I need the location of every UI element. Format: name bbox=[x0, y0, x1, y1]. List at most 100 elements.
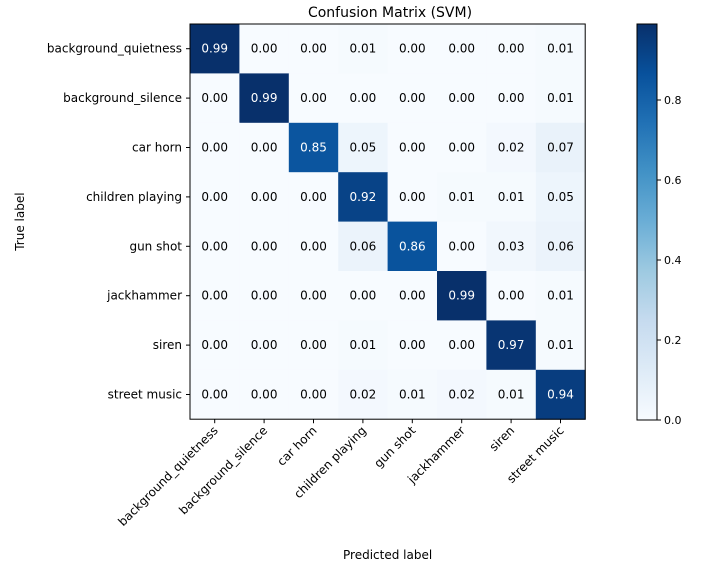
y-tick-label: jackhammer bbox=[106, 289, 182, 303]
cell-value-label: 0.06 bbox=[350, 239, 377, 253]
heatmap-cell bbox=[437, 369, 487, 420]
heatmap-cell-labels: 0.99 0.00 0.00 0.01 0.00 0.00 0.00 0.01 0.00 0.99… bbox=[201, 42, 574, 402]
heatmap-cell bbox=[437, 271, 487, 321]
cell-value-label: 0.01 bbox=[350, 42, 377, 56]
cell-value-label: 0.99 bbox=[251, 91, 278, 105]
cell-value-label: 0.00 bbox=[300, 388, 327, 402]
colorbar-tick-label: 0.6 bbox=[664, 174, 682, 187]
heatmap-cell bbox=[239, 122, 290, 173]
cell-value-label: 0.01 bbox=[498, 190, 525, 204]
heatmap-cell bbox=[288, 24, 339, 74]
heatmap-cell bbox=[190, 320, 240, 371]
cell-value-label: 0.05 bbox=[547, 190, 574, 204]
heatmap-cell bbox=[190, 221, 240, 272]
heatmap-cell bbox=[387, 172, 438, 223]
cell-value-label: 0.06 bbox=[547, 239, 574, 253]
heatmap-cell bbox=[387, 24, 438, 74]
plot-frame bbox=[189, 23, 586, 420]
x-axis-label: Predicted label bbox=[343, 548, 432, 562]
cell-value-label: 0.00 bbox=[201, 91, 228, 105]
heatmap-cell bbox=[338, 73, 389, 124]
cell-value-label: 0.00 bbox=[251, 289, 278, 303]
y-tick-label: children playing bbox=[86, 190, 182, 204]
heatmap-cell bbox=[338, 271, 389, 321]
heatmap-cell bbox=[239, 369, 290, 420]
cell-value-label: 0.01 bbox=[547, 289, 574, 303]
heatmap-cell bbox=[535, 122, 586, 173]
cell-value-label: 0.99 bbox=[201, 42, 228, 56]
heatmap-cell bbox=[190, 271, 240, 321]
heatmap-cell bbox=[387, 221, 438, 272]
cell-value-label: 0.00 bbox=[399, 289, 426, 303]
cell-value-label: 0.00 bbox=[300, 91, 327, 105]
heatmap-cell bbox=[535, 320, 586, 371]
cell-value-label: 0.00 bbox=[251, 141, 278, 155]
cell-value-label: 0.00 bbox=[251, 190, 278, 204]
heatmap-cell bbox=[486, 122, 537, 173]
heatmap-cell bbox=[338, 221, 389, 272]
cell-value-label: 0.00 bbox=[300, 42, 327, 56]
cell-value-label: 0.94 bbox=[547, 388, 574, 402]
heatmap-cell bbox=[338, 369, 389, 420]
cell-value-label: 0.00 bbox=[498, 91, 525, 105]
cell-value-label: 0.01 bbox=[498, 388, 525, 402]
cell-value-label: 0.00 bbox=[201, 289, 228, 303]
y-tick-label: street music bbox=[108, 388, 182, 402]
x-tick-label: siren bbox=[487, 423, 518, 454]
heatmap-cell bbox=[535, 172, 586, 223]
heatmap-cell bbox=[437, 73, 487, 124]
y-axis-label: True label bbox=[13, 192, 27, 251]
heatmap-cell bbox=[288, 320, 339, 371]
cell-value-label: 0.86 bbox=[399, 239, 426, 253]
heatmap-cell bbox=[535, 24, 586, 74]
cell-value-label: 0.00 bbox=[201, 338, 228, 352]
cell-value-label: 0.01 bbox=[448, 190, 475, 204]
cell-value-label: 0.00 bbox=[350, 91, 377, 105]
cell-value-label: 0.00 bbox=[448, 91, 475, 105]
cell-value-label: 0.00 bbox=[399, 42, 426, 56]
cell-value-label: 0.01 bbox=[399, 388, 426, 402]
heatmap-cell bbox=[288, 271, 339, 321]
cell-value-label: 0.00 bbox=[251, 42, 278, 56]
heatmap-cell bbox=[535, 369, 586, 420]
heatmap-cell bbox=[486, 271, 537, 321]
colorbar-tick-label: 0.8 bbox=[664, 94, 682, 107]
heatmap-cell bbox=[239, 73, 290, 124]
heatmap-cell bbox=[437, 24, 487, 74]
heatmap-cell bbox=[239, 320, 290, 371]
x-tick-label: car horn bbox=[274, 423, 319, 468]
cell-value-label: 0.01 bbox=[547, 91, 574, 105]
y-tick-label: siren bbox=[153, 338, 182, 352]
heatmap-cell bbox=[239, 172, 290, 223]
heatmap-cell bbox=[535, 271, 586, 321]
cell-value-label: 0.00 bbox=[399, 190, 426, 204]
cell-value-label: 0.99 bbox=[448, 289, 475, 303]
cell-value-label: 0.00 bbox=[300, 289, 327, 303]
heatmap-cell bbox=[288, 73, 339, 124]
cell-value-label: 0.00 bbox=[448, 338, 475, 352]
heatmap-cell bbox=[387, 271, 438, 321]
cell-value-label: 0.00 bbox=[399, 91, 426, 105]
cell-value-label: 0.07 bbox=[547, 141, 574, 155]
heatmap-cell bbox=[437, 221, 487, 272]
y-tick-label: car horn bbox=[132, 141, 182, 155]
y-tick-label: background_quietness bbox=[47, 42, 182, 56]
cell-value-label: 0.00 bbox=[201, 190, 228, 204]
heatmap-cell bbox=[486, 172, 537, 223]
colorbar bbox=[636, 23, 658, 421]
colorbar-ticks: 0.0 0.2 0.4 0.6 0.8 bbox=[657, 94, 682, 427]
heatmap-cell bbox=[437, 320, 487, 371]
heatmap-cell bbox=[387, 122, 438, 173]
heatmap-cell bbox=[190, 73, 240, 124]
x-tick-label: background_silence bbox=[176, 423, 270, 517]
heatmap-cell bbox=[486, 24, 537, 74]
cell-value-label: 0.00 bbox=[498, 42, 525, 56]
heatmap-cell bbox=[190, 24, 240, 74]
cell-value-label: 0.02 bbox=[498, 141, 525, 155]
heatmap-cell bbox=[239, 271, 290, 321]
cell-value-label: 0.00 bbox=[201, 141, 228, 155]
heatmap-cell bbox=[190, 122, 240, 173]
colorbar-tick-label: 0.0 bbox=[664, 414, 682, 427]
cell-value-label: 0.00 bbox=[448, 239, 475, 253]
